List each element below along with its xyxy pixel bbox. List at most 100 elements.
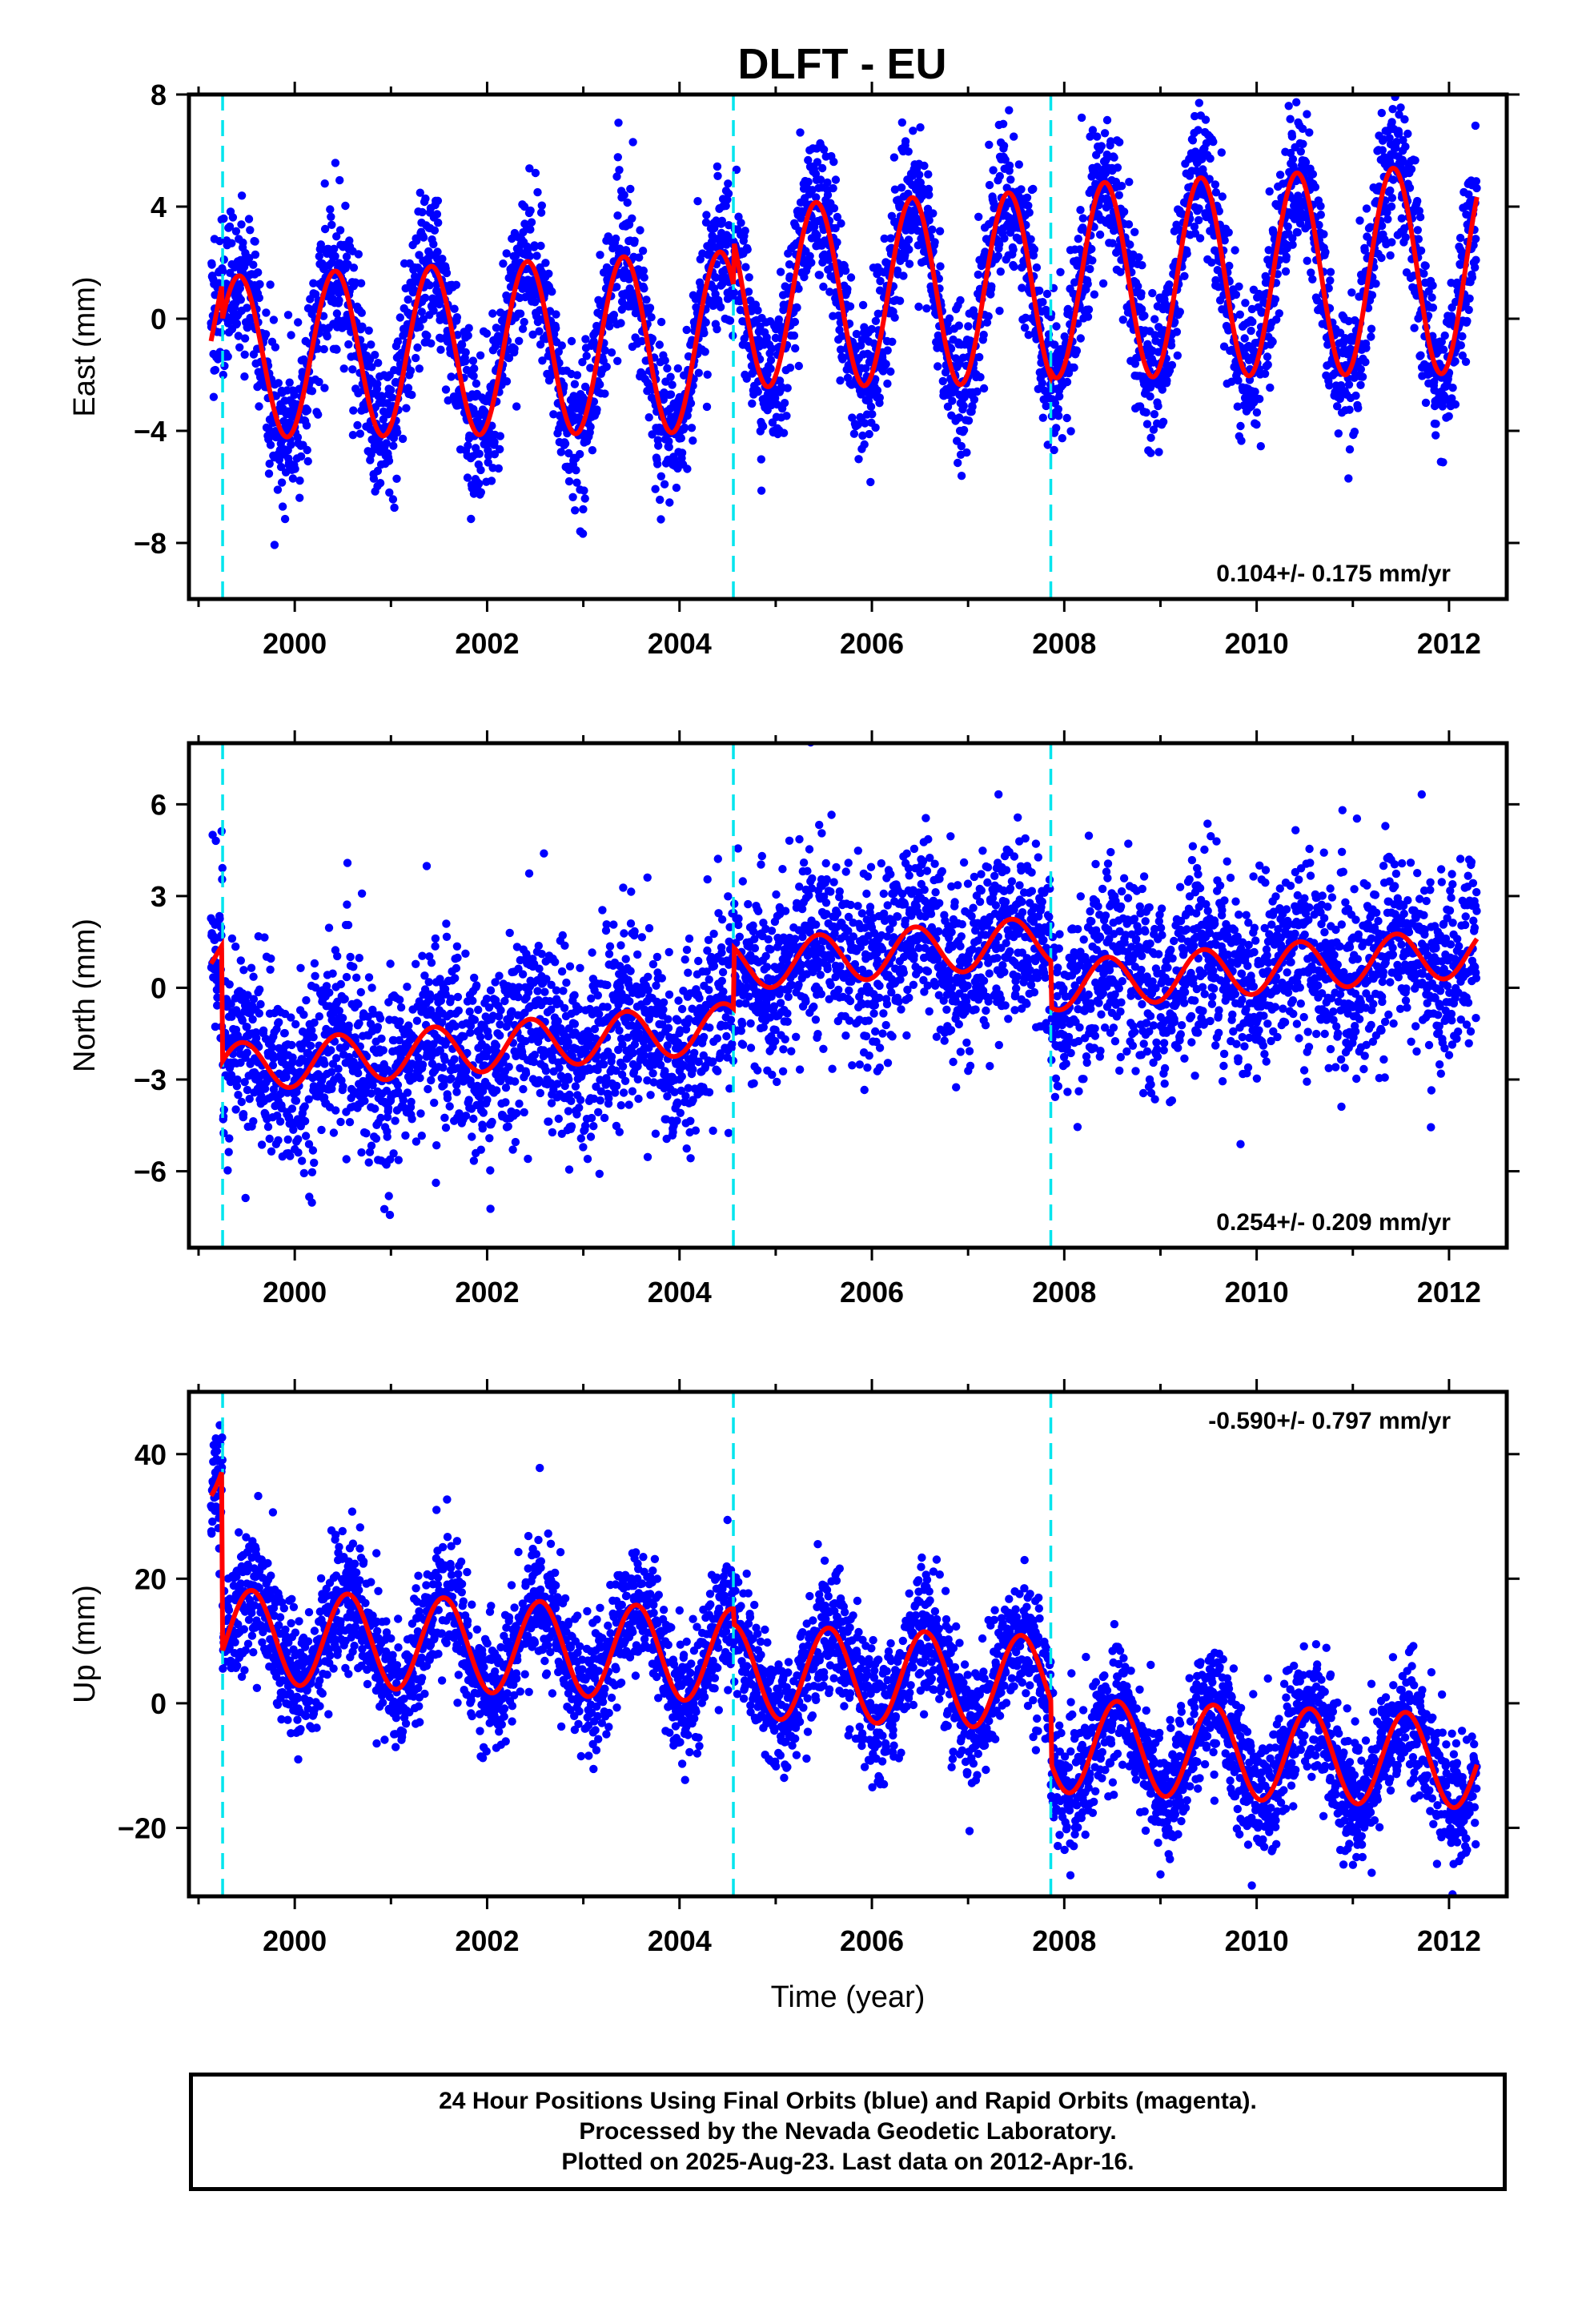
data-point [300, 1102, 309, 1111]
data-point [815, 271, 824, 279]
data-point [362, 1129, 371, 1138]
data-point [245, 254, 254, 263]
data-point [1195, 234, 1205, 243]
data-point [264, 469, 274, 478]
data-point [785, 364, 795, 372]
data-point [332, 1054, 341, 1063]
data-point [782, 412, 791, 420]
data-point [904, 235, 913, 244]
data-point [391, 1116, 400, 1125]
data-point [393, 428, 402, 437]
data-point [1444, 412, 1453, 420]
data-point [1014, 160, 1024, 169]
data-point [637, 336, 646, 346]
data-point [364, 1158, 373, 1167]
data-point [1052, 424, 1061, 432]
data-point [452, 280, 461, 289]
data-point [1293, 228, 1303, 237]
data-point [1465, 294, 1474, 303]
x-tick-label: 2010 [1225, 627, 1289, 660]
data-point [985, 180, 994, 190]
data-point [310, 959, 319, 968]
data-point [533, 187, 542, 197]
data-point [987, 282, 996, 291]
data-point [996, 267, 1006, 276]
data-point [296, 963, 305, 973]
data-point [532, 251, 541, 260]
data-point [536, 340, 545, 349]
data-point [255, 279, 264, 289]
data-point [231, 1105, 240, 1114]
data-point [428, 300, 438, 308]
data-point [476, 488, 485, 497]
data-point [648, 334, 657, 344]
data-point [389, 1149, 398, 1158]
data-point [331, 159, 340, 167]
data-point [1326, 267, 1335, 276]
data-point [833, 212, 842, 222]
data-point [535, 327, 544, 336]
data-point [450, 304, 459, 313]
data-point [729, 288, 739, 297]
data-point [287, 440, 295, 449]
data-point [1263, 360, 1272, 369]
data-point [423, 332, 432, 340]
data-point [1172, 328, 1182, 336]
data-point [246, 226, 255, 235]
data-point [656, 515, 665, 524]
data-point [663, 364, 672, 373]
data-point [239, 238, 247, 247]
data-point [1395, 67, 1403, 75]
data-point [237, 191, 247, 200]
data-point [959, 425, 969, 435]
data-point [959, 401, 968, 411]
data-point [979, 330, 988, 340]
data-point [737, 219, 745, 227]
data-point [974, 270, 983, 279]
data-point [342, 252, 351, 261]
data-point [266, 280, 275, 289]
data-point [1386, 251, 1395, 260]
data-point [791, 344, 800, 353]
data-point [613, 153, 622, 162]
data-point [1231, 290, 1241, 300]
data-point [310, 1158, 319, 1168]
data-point [825, 287, 834, 296]
data-point [225, 222, 235, 231]
data-point [564, 476, 574, 486]
data-point [275, 1018, 283, 1027]
data-point [941, 368, 950, 377]
data-point [303, 445, 311, 455]
data-point [785, 260, 794, 269]
data-point [375, 479, 385, 488]
data-point [251, 237, 259, 246]
data-point [393, 337, 403, 346]
data-point [274, 1136, 283, 1145]
data-point [1287, 132, 1297, 141]
data-point [327, 1046, 335, 1055]
data-point [767, 344, 777, 353]
data-point [349, 263, 359, 272]
data-point [464, 331, 472, 340]
data-point [475, 449, 484, 458]
data-point [228, 213, 238, 222]
data-point [640, 273, 648, 282]
data-point [701, 318, 710, 327]
data-point [580, 486, 588, 495]
data-point [240, 372, 249, 381]
data-point [684, 352, 693, 361]
data-point [612, 283, 621, 292]
data-point [436, 345, 445, 354]
data-point [909, 127, 917, 135]
data-point [320, 384, 329, 392]
data-point [433, 247, 442, 256]
data-point [320, 224, 330, 234]
data-point [974, 212, 983, 221]
data-point [1154, 448, 1163, 456]
data-point [1146, 448, 1155, 457]
data-point [1316, 211, 1326, 219]
data-point [357, 1148, 366, 1157]
data-point [496, 432, 504, 440]
data-point [390, 503, 399, 513]
data-point [1401, 142, 1410, 151]
